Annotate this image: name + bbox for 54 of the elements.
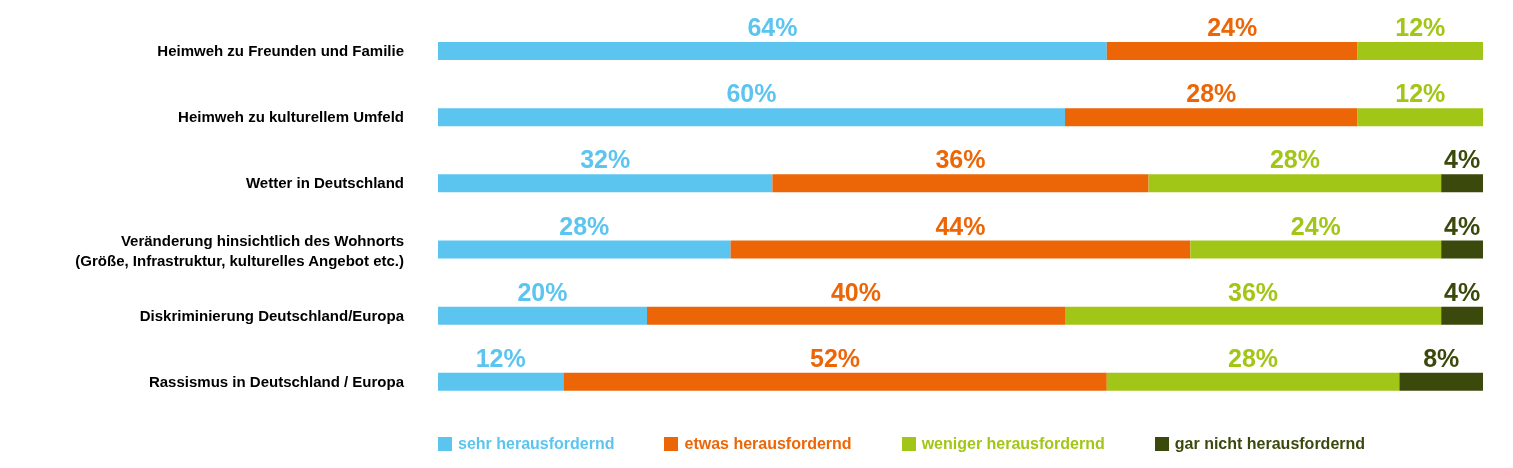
bar: [1106, 42, 1358, 60]
bar: [1148, 174, 1442, 193]
bar: [647, 306, 1065, 325]
bar: [730, 240, 1191, 259]
data-label: 28%: [1228, 343, 1279, 372]
legend-label: gar nicht herausfordernd: [1173, 435, 1366, 453]
data-label: 32%: [580, 145, 631, 174]
y-tick-label: Heimweh zu kulturellem Umfeld: [178, 108, 404, 126]
bar: [1441, 306, 1483, 325]
y-tick-label: Heimweh zu Freunden und Familie: [157, 42, 404, 60]
data-label: 4%: [1444, 211, 1481, 240]
data-label: 44%: [935, 211, 986, 240]
legend-label: weniger herausfordernd: [920, 435, 1105, 453]
bar: [1399, 372, 1483, 391]
bar: [1065, 306, 1442, 325]
bar: [438, 306, 647, 325]
legend-label: etwas herausfordernd: [683, 435, 852, 453]
data-label: 20%: [517, 277, 568, 306]
data-label: 4%: [1444, 145, 1481, 174]
y-tick-label: Rassismus in Deutschland / Europa: [148, 372, 405, 390]
data-label: 28%: [559, 211, 610, 240]
bar: [438, 240, 731, 259]
data-label: 64%: [747, 13, 798, 41]
data-label: 4%: [1444, 277, 1481, 306]
y-tick-label: Wetter in Deutschland: [245, 174, 404, 192]
data-label: 36%: [1228, 277, 1279, 306]
data-label: 24%: [1290, 211, 1341, 240]
data-label: 60%: [726, 79, 777, 108]
bar: [1065, 108, 1358, 127]
legend-label: sehr herausfordernd: [457, 435, 615, 453]
bar: [438, 108, 1065, 127]
bar: [563, 372, 1107, 391]
data-label: 40%: [830, 277, 882, 306]
y-tick-label: Diskriminierung Deutschland/Europa: [139, 306, 405, 324]
bar: [1357, 42, 1483, 60]
bar: [1441, 174, 1483, 193]
data-label: 28%: [1186, 79, 1237, 108]
bar: [438, 174, 773, 193]
data-label: 12%: [1395, 13, 1446, 41]
bar: [1441, 240, 1483, 259]
bar: [1357, 108, 1483, 127]
bar: [772, 174, 1149, 193]
bar: [438, 42, 1107, 60]
data-label: 12%: [475, 343, 526, 372]
data-label: 12%: [1395, 79, 1446, 108]
y-tick-label: Veränderung hinsichtlich des Wohnorts (Größe, Infrastruktur, kulturelles Angebot etc.): [75, 231, 404, 269]
bar: [1106, 372, 1400, 391]
data-label: 8%: [1423, 343, 1460, 372]
bar: [1190, 240, 1442, 259]
data-label: 36%: [935, 145, 986, 174]
data-label: 28%: [1269, 145, 1320, 174]
data-label: 52%: [810, 343, 861, 372]
bar: [438, 372, 564, 391]
data-label: 24%: [1207, 13, 1258, 41]
